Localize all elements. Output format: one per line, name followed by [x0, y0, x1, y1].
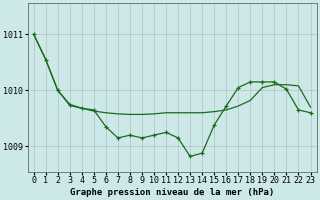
X-axis label: Graphe pression niveau de la mer (hPa): Graphe pression niveau de la mer (hPa) [70, 188, 274, 197]
